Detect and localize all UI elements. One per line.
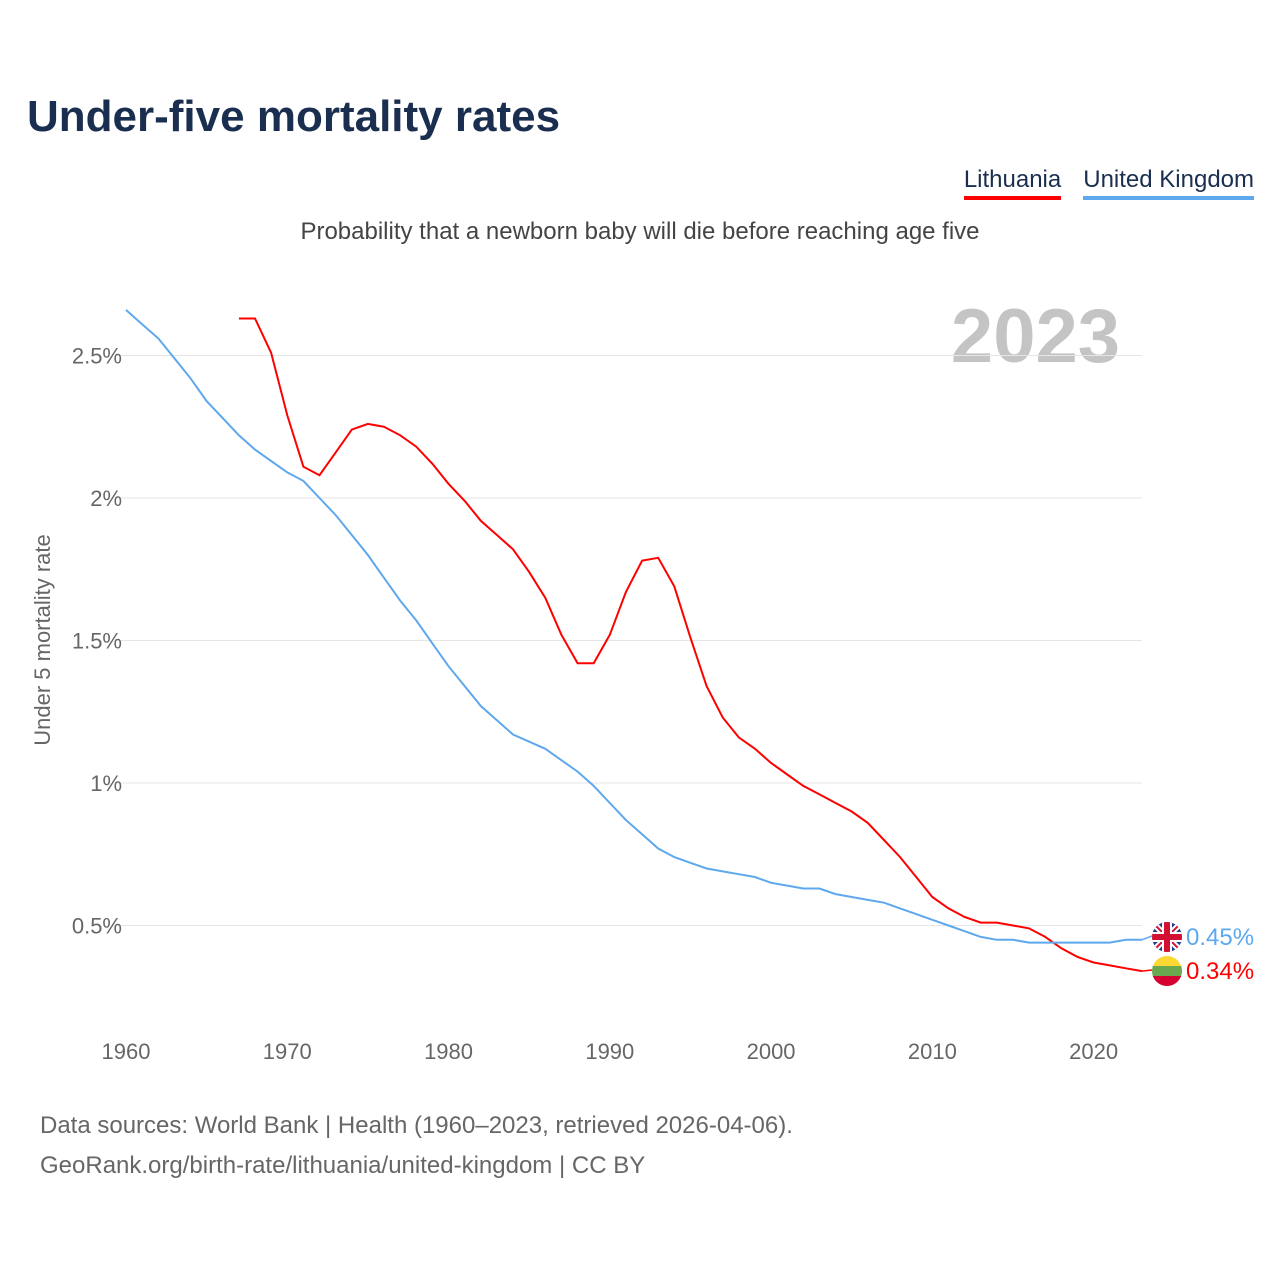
footer-link[interactable]: GeoRank.org/birth-rate/lithuania/united-… (40, 1152, 646, 1179)
y-tick-label: 2.5% (72, 344, 122, 369)
year-watermark: 2023 (951, 294, 1120, 379)
series-line-united-kingdom (125, 309, 1142, 944)
end-value-label: 0.45% (1186, 924, 1254, 951)
y-tick-label: 2% (90, 486, 122, 511)
chart-subtitle: Probability that a newborn baby will die… (300, 218, 980, 245)
series-line-lithuania (238, 317, 1143, 973)
legend-united-kingdom[interactable]: United Kingdom (1083, 166, 1254, 200)
x-tick-label: 2020 (1069, 1039, 1118, 1064)
legend: Lithuania United Kingdom (963, 166, 1254, 200)
y-tick-label: 1.5% (72, 629, 122, 654)
x-tick-label: 1990 (585, 1039, 634, 1064)
x-tick-label: 1980 (424, 1039, 473, 1064)
x-tick-label: 2000 (747, 1039, 796, 1064)
end-value-label: 0.34% (1186, 958, 1254, 985)
y-tick-label: 1% (90, 771, 122, 796)
end-connector (1141, 969, 1153, 972)
y-tick-label: 0.5% (72, 914, 122, 939)
end-connector (1141, 935, 1153, 941)
lithuania-flag-icon (1152, 956, 1182, 986)
y-axis-label: Under 5 mortality rate (30, 534, 55, 746)
chart-title: Under-five mortality rates (27, 92, 561, 141)
legend-lithuania[interactable]: Lithuania (963, 166, 1062, 200)
uk-flag-icon (1152, 922, 1182, 952)
footer-sources: Data sources: World Bank | Health (1960–… (40, 1112, 793, 1139)
x-tick-label: 1970 (263, 1039, 312, 1064)
x-tick-label: 2010 (908, 1039, 957, 1064)
x-tick-label: 1960 (102, 1039, 151, 1064)
footer: Data sources: World Bank | Health (1960–… (40, 1106, 793, 1186)
